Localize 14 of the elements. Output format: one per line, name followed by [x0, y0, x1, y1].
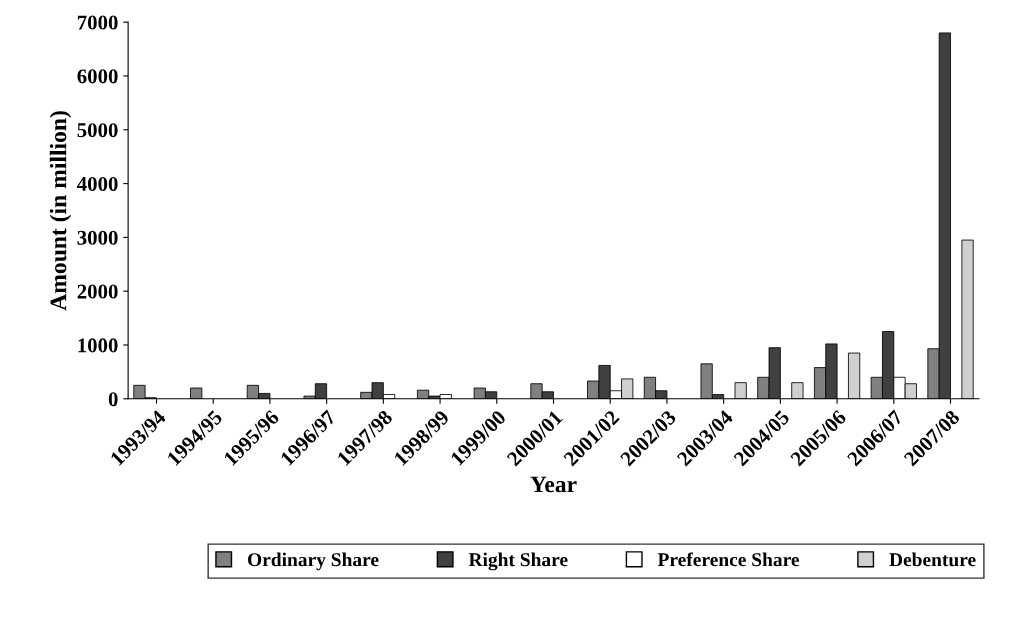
legend-label: Preference Share: [657, 552, 800, 567]
legend-label: Ordinary Share: [248, 552, 379, 571]
y-axis-title: Amount (in million): [49, 111, 72, 311]
y-tick-label: 7000: [77, 15, 118, 30]
y-tick-label: 2000: [77, 284, 118, 299]
legend-label: Right Share: [468, 552, 568, 571]
y-tick-label: 0: [108, 392, 118, 407]
y-tick-label: 1000: [78, 338, 118, 353]
y-tick-label: 5000: [77, 123, 118, 138]
y-tick-label: 6000: [77, 69, 118, 84]
y-tick-label: 3000: [77, 230, 118, 245]
legend-label: Debenture: [889, 552, 976, 567]
y-tick-label: 4000: [77, 176, 118, 191]
x-axis-title: Year: [530, 476, 577, 493]
